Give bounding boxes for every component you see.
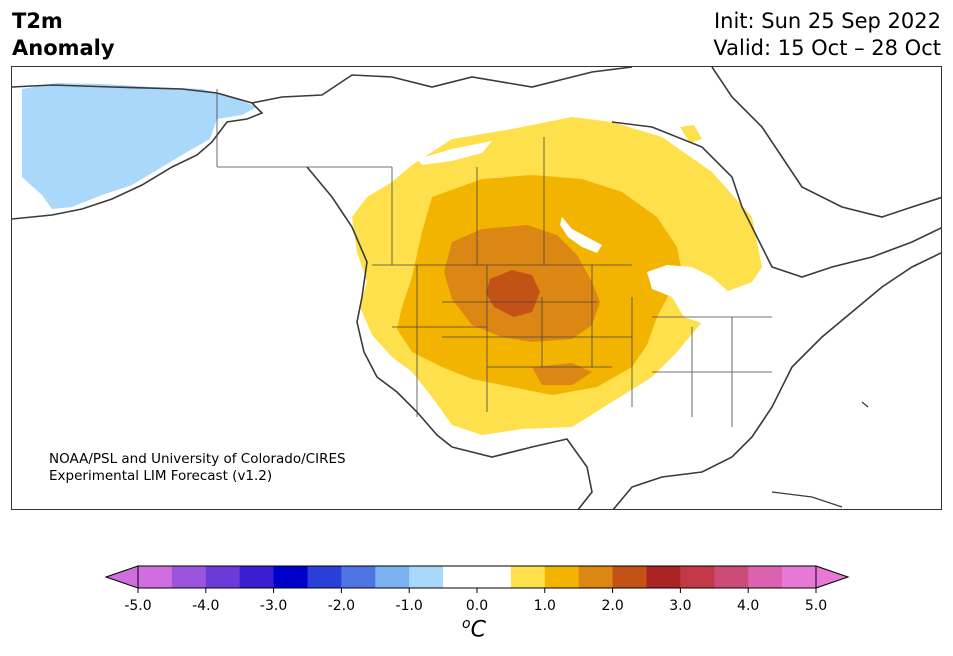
colorbar-cell <box>510 566 546 588</box>
colorbar-cell <box>782 566 817 588</box>
colorbar-tick-label: -1.0 <box>395 598 423 614</box>
colorbar-cell <box>375 566 410 588</box>
credit-line-2: Experimental LIM Forecast (v1.2) <box>49 468 273 484</box>
caribbean-islands <box>771 401 869 508</box>
colorbar-cell <box>612 566 647 588</box>
political-borders <box>216 89 772 427</box>
anomaly-map: NOAA/PSL and University of Colorado/CIRE… <box>11 66 942 510</box>
colorbar-cell <box>748 566 783 588</box>
colorbar-tick-label: 5.0 <box>804 598 828 614</box>
hudson-bay-yellow <box>680 125 702 143</box>
colorbar-cell <box>239 566 275 588</box>
colorbar-tick-label: 1.0 <box>533 598 556 614</box>
colorbar-cell <box>477 566 512 588</box>
colorbar-ticks <box>137 588 817 593</box>
colorbar-tick-label: -3.0 <box>259 598 288 614</box>
colorbar-tick-label: 4.0 <box>737 598 760 614</box>
great-lakes-white <box>647 265 732 325</box>
colorbar-cell <box>307 566 342 588</box>
colorbar-tick-label: -4.0 <box>192 598 220 614</box>
colorbar-cell <box>646 566 681 588</box>
colorbar-cells <box>138 566 817 588</box>
warm-anomaly-orange-small <box>532 363 592 385</box>
title-line-1: T2m <box>12 9 63 33</box>
colorbar-cell <box>171 566 207 588</box>
colorbar-cell <box>443 566 478 588</box>
neutral-patch-1 <box>417 141 492 165</box>
colorbar-cell <box>341 566 376 588</box>
coastlines <box>12 67 941 509</box>
credit-text: NOAA/PSL and University of Colorado/CIRE… <box>49 451 346 485</box>
colorbar-cell <box>680 566 715 588</box>
colorbar-unit: oC <box>462 616 486 643</box>
unit-symbol: C <box>470 617 486 643</box>
colorbar <box>104 565 850 593</box>
map-canvas <box>12 67 941 509</box>
map-title: T2m Anomaly <box>12 8 115 62</box>
init-date: Init: Sun 25 Sep 2022 <box>713 9 941 33</box>
colorbar-tick-label: 2.0 <box>601 598 624 614</box>
colorbar-cell <box>544 566 580 588</box>
colorbar-tick-label: 0.0 <box>465 598 489 614</box>
colorbar-cell <box>273 566 308 588</box>
colorbar-min-arrow <box>104 565 139 589</box>
colorbar-tick-label: -5.0 <box>124 598 152 614</box>
manitoba-lakes-white <box>560 217 602 253</box>
colorbar-cell <box>205 566 241 588</box>
credit-line-1: NOAA/PSL and University of Colorado/CIRE… <box>49 451 346 467</box>
colorbar-tick-label: -2.0 <box>327 598 356 614</box>
warm-anomaly-core <box>486 270 540 317</box>
colorbar-cell <box>409 566 444 588</box>
hudson-bay-white <box>612 77 702 129</box>
title-line-2: Anomaly <box>12 36 115 60</box>
valid-range: Valid: 15 Oct – 28 Oct <box>713 36 941 60</box>
colorbar-tick-label: 3.0 <box>669 598 692 614</box>
colorbar-cell <box>138 566 173 588</box>
forecast-dates: Init: Sun 25 Sep 2022 Valid: 15 Oct – 28… <box>713 8 941 62</box>
colorbar-cell <box>578 566 614 588</box>
colorbar-max-arrow <box>815 565 850 589</box>
cold-anomaly-alaska <box>22 83 257 209</box>
colorbar-cell <box>714 566 749 588</box>
